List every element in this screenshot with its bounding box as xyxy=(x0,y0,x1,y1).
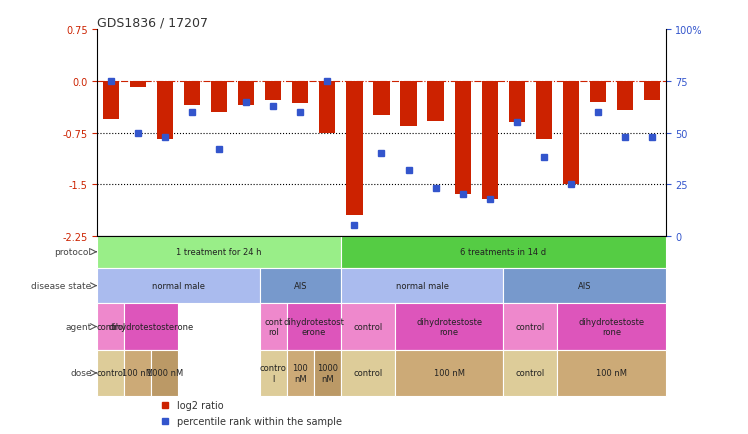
Text: normal male: normal male xyxy=(396,282,449,290)
Bar xyxy=(509,82,525,123)
Text: control: control xyxy=(353,322,382,331)
Text: percentile rank within the sample: percentile rank within the sample xyxy=(177,416,342,426)
Bar xyxy=(124,304,179,350)
Bar xyxy=(562,82,579,185)
Text: dihydrotestoste
rone: dihydrotestoste rone xyxy=(578,317,645,336)
Text: contro
l: contro l xyxy=(260,363,286,383)
Bar xyxy=(260,304,286,350)
Bar xyxy=(341,268,503,304)
Bar xyxy=(341,236,666,268)
Bar xyxy=(428,82,444,122)
Bar xyxy=(184,82,200,106)
Text: 100 nM: 100 nM xyxy=(434,368,465,378)
Bar xyxy=(260,268,341,304)
Text: log2 ratio: log2 ratio xyxy=(177,400,224,410)
Bar xyxy=(319,82,335,133)
Bar xyxy=(286,350,314,396)
Text: control: control xyxy=(515,368,545,378)
Bar xyxy=(346,82,363,216)
Text: control: control xyxy=(515,322,545,331)
Text: agent: agent xyxy=(65,322,91,331)
Bar xyxy=(400,82,417,126)
Bar xyxy=(373,82,390,116)
Text: 1000
nM: 1000 nM xyxy=(317,363,338,383)
Bar xyxy=(395,350,503,396)
Text: AIS: AIS xyxy=(577,282,591,290)
Bar xyxy=(644,82,660,101)
Text: AIS: AIS xyxy=(293,282,307,290)
Bar xyxy=(557,304,666,350)
Bar xyxy=(97,350,124,396)
Text: dihydrotestosterone: dihydrotestosterone xyxy=(108,322,194,331)
Bar xyxy=(395,304,503,350)
Bar xyxy=(341,350,395,396)
Text: control: control xyxy=(96,322,126,331)
Bar xyxy=(102,82,119,119)
Text: 1000 nM: 1000 nM xyxy=(147,368,183,378)
Text: dose: dose xyxy=(70,368,91,378)
Bar xyxy=(503,350,557,396)
Bar xyxy=(97,268,260,304)
Text: GDS1836 / 17207: GDS1836 / 17207 xyxy=(97,16,208,29)
Text: protocol: protocol xyxy=(55,248,91,256)
Bar xyxy=(314,350,341,396)
Text: 100 nM: 100 nM xyxy=(596,368,627,378)
Bar xyxy=(455,82,470,195)
Bar xyxy=(97,236,341,268)
Text: normal male: normal male xyxy=(152,282,205,290)
Text: 1 treatment for 24 h: 1 treatment for 24 h xyxy=(177,248,262,256)
Text: 100 nM: 100 nM xyxy=(123,368,153,378)
Text: control: control xyxy=(96,368,126,378)
Bar xyxy=(617,82,634,111)
Bar xyxy=(97,304,124,350)
Text: cont
rol: cont rol xyxy=(264,317,283,336)
Text: disease state: disease state xyxy=(31,282,91,290)
Bar xyxy=(129,82,146,87)
Bar xyxy=(503,268,666,304)
Text: control: control xyxy=(353,368,382,378)
Bar xyxy=(503,304,557,350)
Bar xyxy=(292,82,308,104)
Bar xyxy=(151,350,179,396)
Text: dihydrotestost
erone: dihydrotestost erone xyxy=(283,317,344,336)
Bar xyxy=(265,82,281,101)
Bar xyxy=(260,350,286,396)
Bar xyxy=(536,82,552,140)
Text: dihydrotestoste
rone: dihydrotestoste rone xyxy=(416,317,482,336)
Bar xyxy=(286,304,341,350)
Bar xyxy=(238,82,254,106)
Bar xyxy=(211,82,227,113)
Bar xyxy=(482,82,498,200)
Bar xyxy=(157,82,173,140)
Bar xyxy=(341,304,395,350)
Bar xyxy=(124,350,151,396)
Bar xyxy=(590,82,606,102)
Bar xyxy=(557,350,666,396)
Text: 6 treatments in 14 d: 6 treatments in 14 d xyxy=(460,248,546,256)
Text: 100
nM: 100 nM xyxy=(292,363,308,383)
